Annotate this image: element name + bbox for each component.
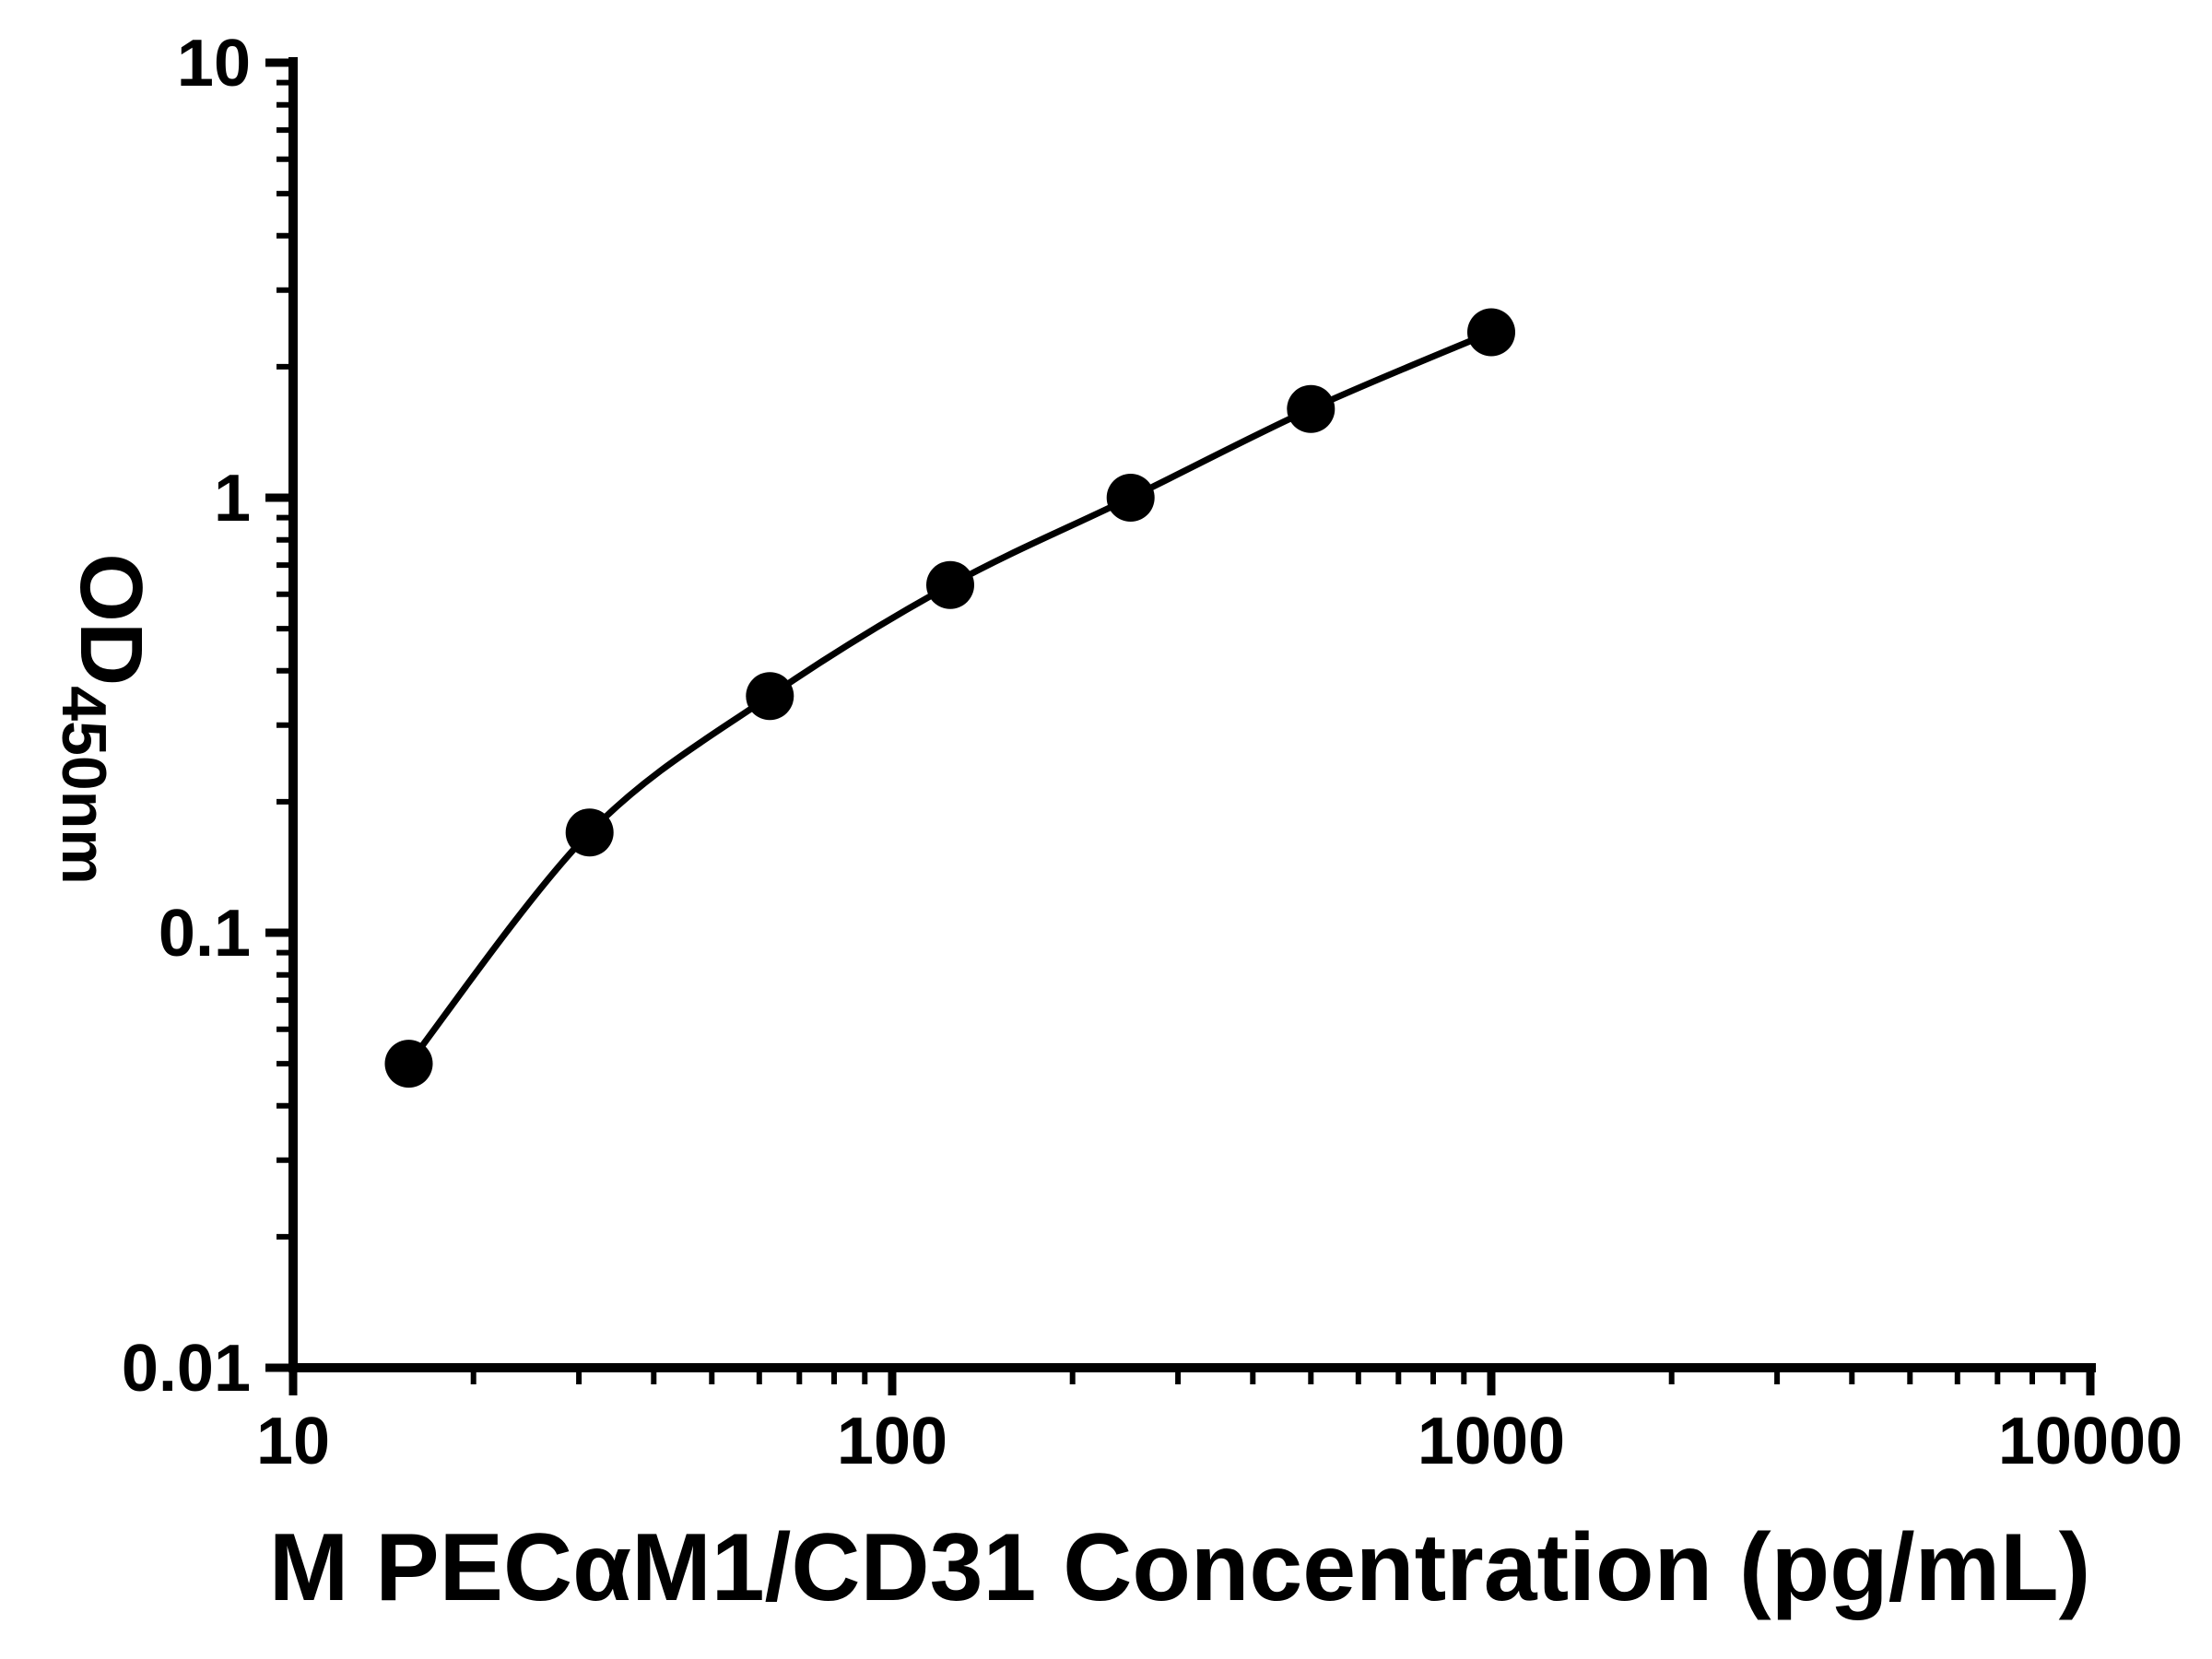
- y-axis-label-base: OD: [62, 553, 160, 686]
- x-tick-label: 100: [837, 1405, 947, 1478]
- minor-ticks: [276, 79, 2066, 1384]
- fit-curve: [406, 329, 1493, 1066]
- y-axis-label: OD450nm: [49, 553, 160, 884]
- x-tick-label: 1000: [1418, 1405, 1565, 1478]
- x-tick-label: 10000: [1998, 1405, 2183, 1478]
- axes: [288, 57, 2096, 1372]
- y-tick-label: 10: [177, 27, 251, 100]
- data-point: [1287, 384, 1335, 433]
- data-points-layer: [384, 308, 1515, 1088]
- data-point: [1106, 474, 1155, 522]
- major-ticks: [265, 58, 2095, 1395]
- data-point: [746, 672, 794, 721]
- x-tick-label: 10: [256, 1405, 330, 1478]
- y-axis-label-subscript: 450nm: [49, 686, 119, 884]
- data-point: [565, 808, 614, 857]
- fit-curve-layer: [406, 329, 1493, 1066]
- y-tick-label: 0.1: [159, 897, 251, 971]
- y-tick-label: 1: [214, 462, 251, 535]
- x-axis-label: M PECαM1/CD31 Concentration (pg/mL): [269, 1514, 2090, 1621]
- data-point: [384, 1040, 433, 1088]
- tick-labels: 10 100 1000 10000 0.01 0.1 1 10: [122, 27, 2183, 1478]
- data-point: [1467, 308, 1515, 357]
- y-tick-label: 0.01: [122, 1332, 251, 1406]
- data-point: [926, 560, 974, 609]
